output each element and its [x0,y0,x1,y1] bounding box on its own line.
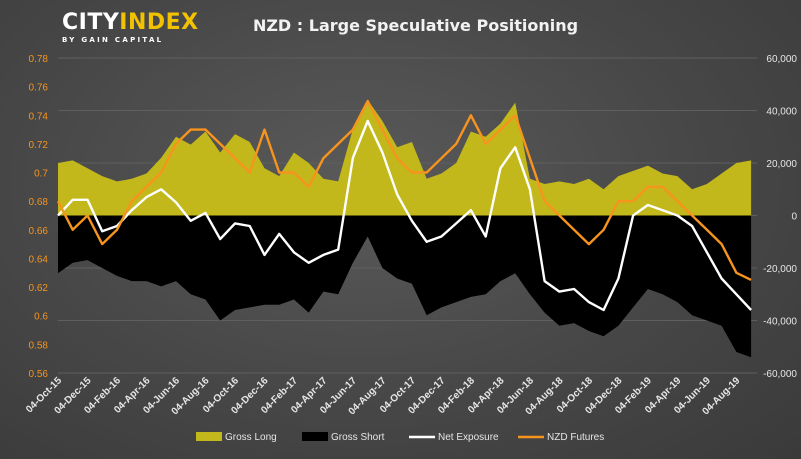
right-tick-label: 40,000 [766,107,797,118]
left-tick-label: 0.6 [34,312,48,323]
left-tick-label: 0.78 [29,54,49,65]
gross-long-legend-swatch [196,432,222,441]
right-tick-label: 0 [791,212,797,223]
line-series [56,99,752,312]
chart-legend: Gross Long Gross Short Net Exposure NZD Fut… [196,432,604,443]
left-tick-label: 0.66 [29,226,49,237]
gross-short-area [58,215,752,358]
right-tick-label: -60,000 [763,369,797,380]
net-exposure-legend-label: Net Exposure [438,432,499,443]
right-axis-ticks: -60,000 -40,000 -20,000 0 20,000 40,000 60,000 [763,54,797,380]
chart-title: NZD : Large Speculative Positioning [252,16,579,35]
net-exposure-line [57,119,752,312]
city-index-logo: CITYINDEX BY GAIN CAPITAL [62,12,199,45]
logo-wordmark: CITYINDEX [62,12,199,34]
nzd-futures-legend-label: NZD Futures [547,432,604,443]
left-tick-label: 0.76 [29,83,49,94]
right-tick-label: -40,000 [763,317,797,328]
left-tick-label: 0.68 [29,197,49,208]
left-axis-ticks: 0.56 0.58 0.6 0.62 0.64 0.66 0.68 0.7 0.72 0.74 0.… [29,54,49,380]
left-tick-label: 0.74 [29,111,49,122]
left-tick-label: 0.56 [29,369,49,380]
left-tick-label: 0.62 [29,283,49,294]
nzd-futures-line [56,99,752,281]
left-tick-label: 0.7 [34,169,48,180]
x-axis-ticks: 04-Oct-1504-Dec-1504-Feb-1604-Apr-1604-J… [24,375,743,417]
left-tick-label: 0.58 [29,340,49,351]
gross-short-legend-label: Gross Short [331,432,385,443]
right-tick-label: 60,000 [766,54,797,65]
left-tick-label: 0.72 [29,140,49,151]
gross-long-legend-label: Gross Long [225,432,277,443]
gross-long-area [58,100,752,216]
logo-word-city: CITY [62,10,120,35]
right-tick-label: 20,000 [766,159,797,170]
logo-word-index: INDEX [119,10,199,35]
area-series [58,100,752,358]
left-tick-label: 0.64 [29,254,49,265]
gross-short-legend-swatch [302,432,328,441]
right-tick-label: -20,000 [763,264,797,275]
logo-tagline: BY GAIN CAPITAL [62,36,164,44]
